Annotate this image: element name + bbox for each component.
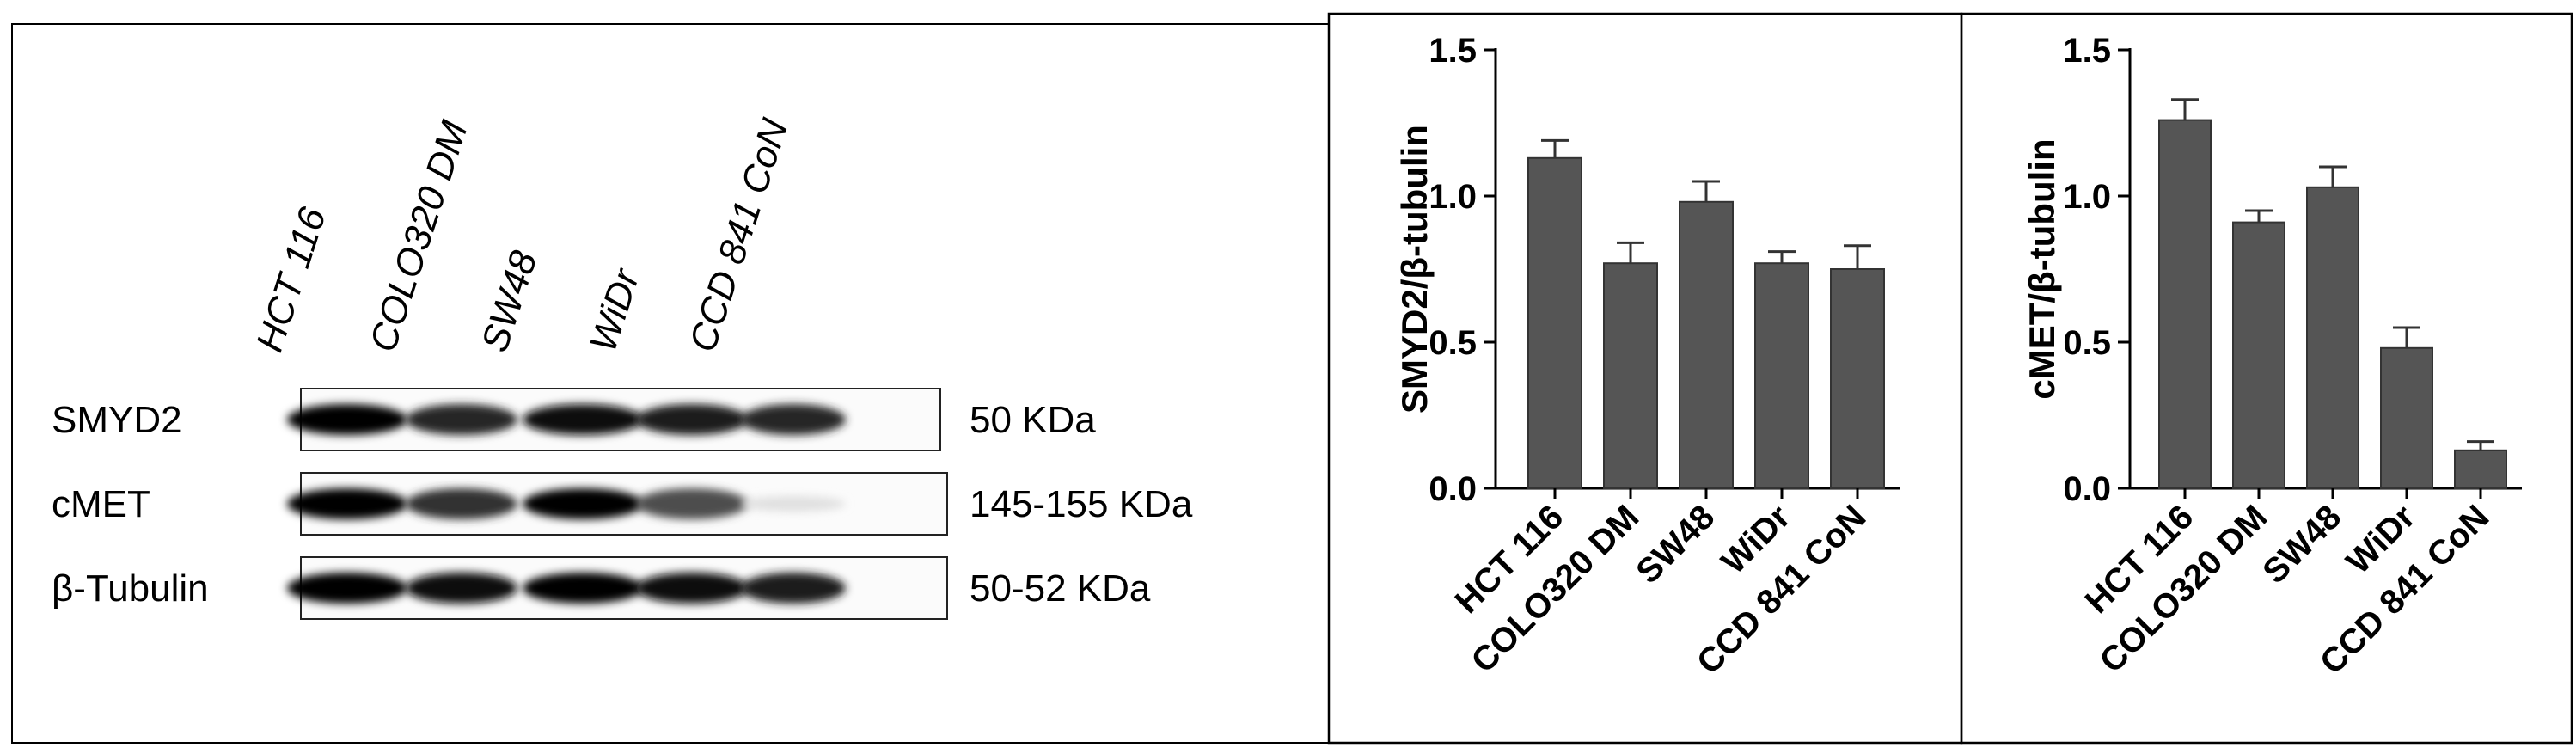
size-label-smyd2: 50 KDa bbox=[970, 399, 1096, 441]
cmet-bar-hct-116 bbox=[2158, 119, 2212, 489]
smyd2-y-tick-label: 0.5 bbox=[1429, 324, 1477, 362]
smyd2-y-tick-label: 0.0 bbox=[1429, 470, 1477, 508]
lane-label-colo320-dm: COLO320 DM bbox=[362, 116, 476, 358]
band-tubulin-sw48 bbox=[523, 573, 643, 604]
cmet-y-tick-label: 1.5 bbox=[2063, 32, 2111, 70]
band-cmet-sw48 bbox=[523, 488, 643, 519]
cmet-y-axis-label: cMET/β-tubulin bbox=[2022, 138, 2062, 399]
lane-label-widr: WiDr bbox=[582, 262, 648, 357]
smyd2-y-tick-label: 1.5 bbox=[1429, 32, 1477, 70]
smyd2-y-axis-label: SMYD2/β-tubulin bbox=[1394, 125, 1435, 414]
cmet-y-tick-label: 1.0 bbox=[2063, 178, 2111, 216]
protein-label-smyd2: SMYD2 bbox=[52, 399, 182, 441]
band-smyd2-colo320-dm bbox=[406, 404, 517, 435]
band-tubulin-colo320-dm bbox=[406, 573, 517, 604]
band-smyd2-hct-116 bbox=[287, 404, 407, 435]
band-smyd2-ccd-841-con bbox=[741, 404, 846, 435]
cmet-y-tick-label: 0.5 bbox=[2063, 324, 2111, 362]
band-cmet-widr bbox=[636, 488, 748, 519]
lane-label-sw48: SW48 bbox=[474, 245, 546, 357]
cmet-category-label-sw48: SW48 bbox=[2255, 498, 2348, 591]
band-tubulin-hct-116 bbox=[287, 573, 407, 604]
band-cmet-hct-116 bbox=[287, 488, 407, 519]
smyd2-bar-colo320-dm bbox=[1603, 262, 1658, 489]
band-tubulin-ccd-841-con bbox=[741, 573, 846, 604]
western-blot-panel-frame bbox=[11, 23, 1330, 744]
band-smyd2-widr bbox=[636, 404, 748, 435]
band-cmet-ccd-841-con bbox=[741, 496, 846, 512]
cmet-bar-widr bbox=[2380, 346, 2433, 489]
lane-label-hct-116: HCT 116 bbox=[248, 202, 334, 357]
smyd2-y-tick-label: 1.0 bbox=[1429, 178, 1477, 216]
smyd2-bar-widr bbox=[1754, 262, 1809, 489]
smyd2-bar-hct-116 bbox=[1527, 156, 1582, 490]
cmet-chart-panel-frame bbox=[1960, 12, 2573, 745]
size-label-tubulin: 50-52 KDa bbox=[970, 567, 1151, 610]
band-tubulin-widr bbox=[636, 573, 748, 604]
cmet-y-tick-label: 0.0 bbox=[2063, 470, 2111, 508]
protein-label-cmet: cMET bbox=[52, 483, 150, 525]
protein-label-tubulin: β-Tubulin bbox=[52, 567, 209, 610]
cmet-bar-ccd-841-con bbox=[2454, 449, 2507, 489]
smyd2-bar-sw48 bbox=[1679, 200, 1734, 490]
smyd2-category-label-sw48: SW48 bbox=[1629, 498, 1722, 591]
lane-label-ccd-841-con: CCD 841 CoN bbox=[682, 113, 797, 357]
cmet-bar-sw48 bbox=[2306, 186, 2359, 490]
size-label-cmet: 145-155 KDa bbox=[970, 483, 1193, 525]
cmet-bar-colo320-dm bbox=[2232, 221, 2285, 489]
smyd2-bar-ccd-841-con bbox=[1830, 268, 1885, 489]
band-cmet-colo320-dm bbox=[406, 488, 517, 519]
band-smyd2-sw48 bbox=[523, 404, 643, 435]
